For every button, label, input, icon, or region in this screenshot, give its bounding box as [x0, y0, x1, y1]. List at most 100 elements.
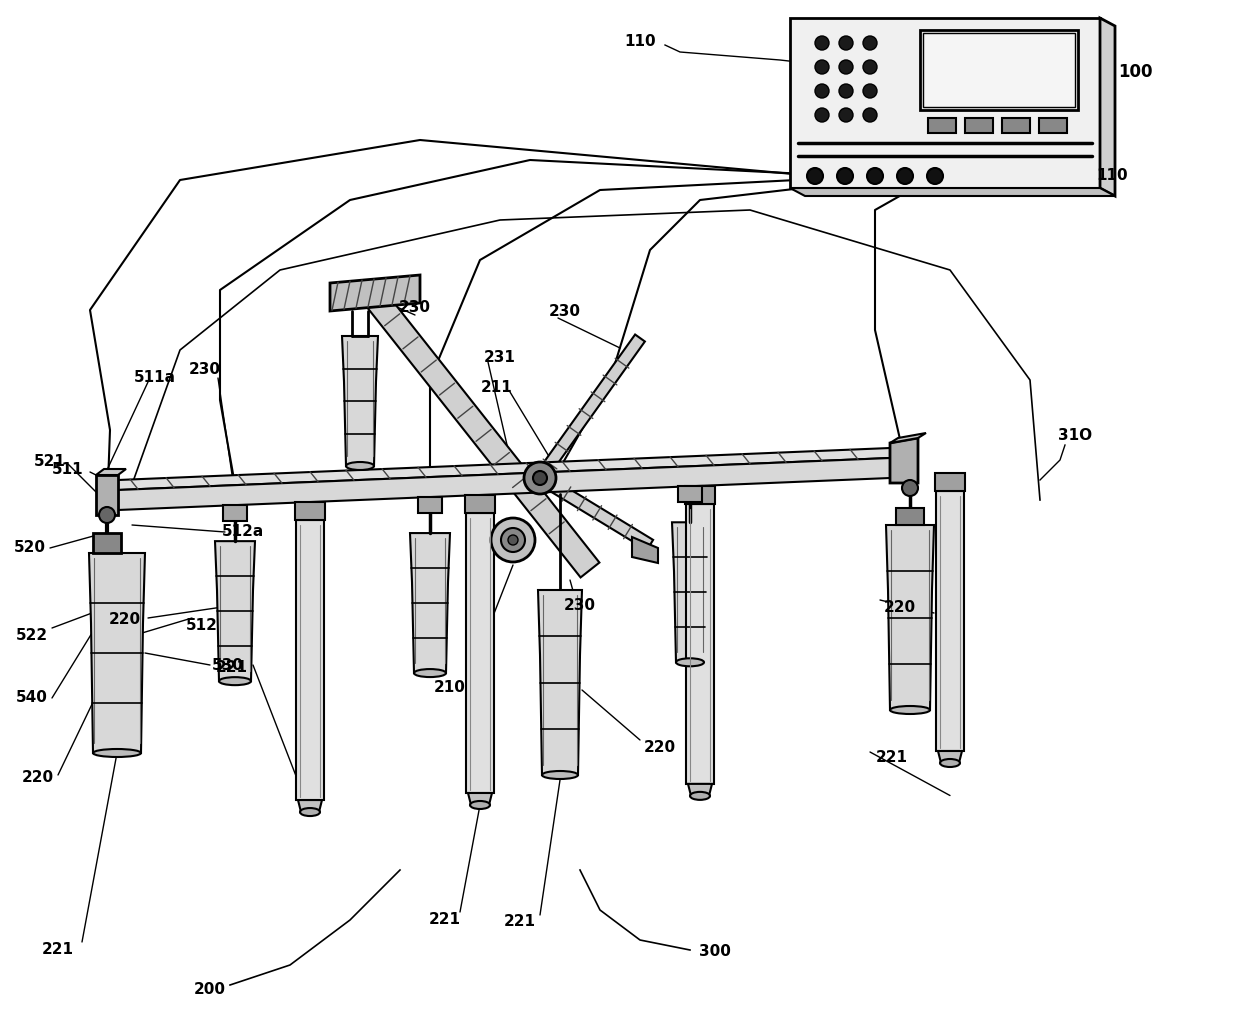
Text: 512: 512 — [186, 617, 218, 632]
Circle shape — [901, 480, 918, 496]
Text: 220: 220 — [109, 613, 141, 627]
Circle shape — [807, 168, 823, 184]
Polygon shape — [298, 801, 322, 812]
Circle shape — [897, 168, 913, 184]
Polygon shape — [790, 188, 1115, 196]
Text: 231: 231 — [484, 351, 516, 366]
Polygon shape — [923, 33, 1075, 107]
Circle shape — [867, 168, 883, 184]
Text: 110: 110 — [624, 35, 656, 49]
Polygon shape — [887, 525, 934, 710]
Circle shape — [839, 60, 853, 74]
Circle shape — [863, 60, 877, 74]
Ellipse shape — [940, 758, 960, 767]
Text: 220: 220 — [22, 771, 55, 785]
Text: 511a: 511a — [134, 370, 176, 385]
Polygon shape — [790, 18, 1100, 188]
Text: 221: 221 — [875, 750, 908, 766]
Polygon shape — [95, 469, 126, 475]
Text: 221: 221 — [216, 660, 248, 675]
Circle shape — [837, 168, 853, 184]
Polygon shape — [366, 290, 599, 577]
Polygon shape — [118, 458, 890, 510]
Text: 522: 522 — [16, 627, 48, 643]
Text: 211: 211 — [481, 380, 513, 396]
Polygon shape — [688, 784, 712, 795]
Circle shape — [928, 168, 942, 184]
Polygon shape — [678, 486, 702, 502]
Text: 31O: 31O — [1058, 427, 1092, 443]
Text: 512a: 512a — [222, 525, 264, 539]
Circle shape — [815, 108, 830, 122]
Polygon shape — [936, 491, 963, 751]
Text: 300: 300 — [699, 944, 730, 959]
Text: 221: 221 — [42, 943, 74, 957]
Text: 221: 221 — [429, 912, 461, 928]
Circle shape — [839, 108, 853, 122]
Polygon shape — [467, 793, 492, 805]
Circle shape — [839, 84, 853, 98]
Polygon shape — [686, 504, 714, 784]
Text: 530: 530 — [212, 657, 244, 672]
Polygon shape — [536, 334, 645, 482]
Ellipse shape — [689, 792, 711, 800]
Text: 230: 230 — [549, 304, 582, 320]
Text: 200: 200 — [193, 983, 226, 997]
Circle shape — [525, 462, 556, 494]
Ellipse shape — [300, 808, 320, 816]
Circle shape — [815, 36, 830, 50]
Ellipse shape — [414, 669, 446, 678]
Polygon shape — [672, 523, 708, 662]
Polygon shape — [920, 30, 1078, 110]
Ellipse shape — [676, 658, 704, 666]
Ellipse shape — [219, 678, 250, 685]
Circle shape — [815, 84, 830, 98]
Text: 221: 221 — [503, 914, 536, 930]
Polygon shape — [937, 751, 962, 763]
Text: 511: 511 — [52, 462, 84, 478]
Polygon shape — [935, 473, 965, 491]
Polygon shape — [410, 533, 450, 673]
Ellipse shape — [346, 462, 374, 470]
Polygon shape — [890, 438, 918, 483]
Polygon shape — [684, 486, 715, 504]
Polygon shape — [1100, 18, 1115, 196]
Polygon shape — [118, 448, 890, 490]
Circle shape — [99, 507, 115, 523]
Text: 220: 220 — [644, 740, 676, 755]
Ellipse shape — [890, 706, 930, 714]
Text: 230: 230 — [188, 363, 221, 377]
Text: 230: 230 — [564, 598, 596, 613]
Circle shape — [508, 535, 518, 545]
Text: 210: 210 — [434, 681, 466, 696]
Ellipse shape — [93, 749, 141, 757]
Polygon shape — [466, 512, 494, 793]
Text: 100: 100 — [1117, 63, 1152, 81]
Ellipse shape — [542, 771, 578, 779]
Polygon shape — [1039, 118, 1066, 133]
Polygon shape — [928, 118, 956, 133]
Polygon shape — [965, 118, 993, 133]
Text: 110: 110 — [1096, 167, 1128, 182]
Polygon shape — [342, 336, 378, 466]
Polygon shape — [538, 590, 582, 775]
Polygon shape — [295, 502, 325, 520]
Text: 220: 220 — [884, 601, 916, 615]
Polygon shape — [330, 275, 420, 311]
Text: 520: 520 — [14, 540, 46, 556]
Ellipse shape — [470, 801, 490, 809]
Circle shape — [863, 84, 877, 98]
Polygon shape — [890, 433, 926, 443]
Circle shape — [863, 108, 877, 122]
Polygon shape — [215, 541, 255, 682]
Polygon shape — [418, 497, 441, 514]
Polygon shape — [1002, 118, 1030, 133]
Circle shape — [533, 472, 547, 485]
Circle shape — [491, 518, 534, 562]
Polygon shape — [95, 475, 118, 515]
Text: 521: 521 — [33, 454, 66, 469]
Polygon shape — [465, 495, 495, 512]
Polygon shape — [223, 505, 247, 521]
Text: 540: 540 — [16, 691, 48, 705]
Polygon shape — [296, 520, 324, 801]
